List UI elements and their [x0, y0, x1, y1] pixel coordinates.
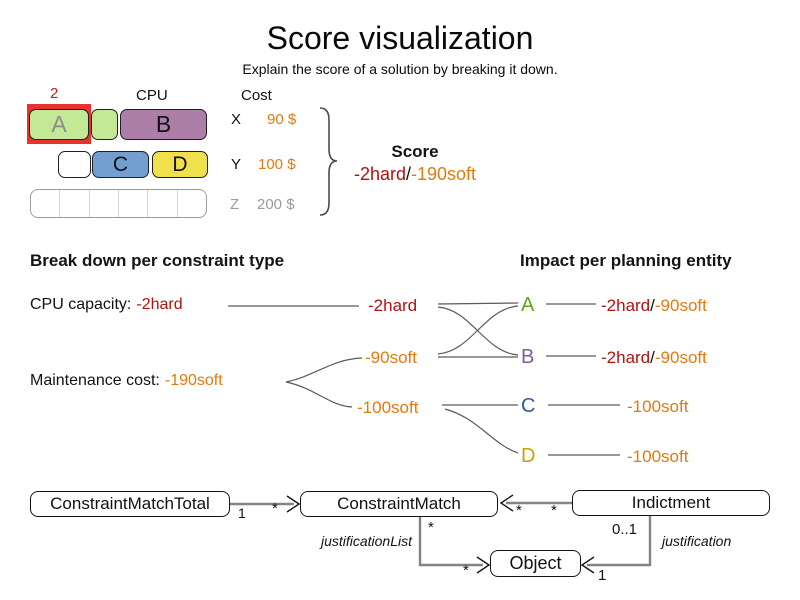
entity-b-score-hard: -2hard — [601, 348, 651, 367]
line-100soft-to-entity-d — [444, 408, 519, 454]
entity-b-letter: B — [521, 346, 535, 368]
arrowhead-into-object-right — [580, 556, 595, 574]
class-object: Object — [490, 550, 581, 577]
entity-a-score-soft: -90soft — [654, 296, 707, 315]
page-title: Score visualization — [266, 20, 534, 56]
empty-slot — [60, 190, 90, 217]
total-score-value: -2hard/-190soft — [328, 164, 502, 185]
constraint-maintenance-cost: Maintenance cost: -190soft — [30, 372, 223, 390]
line-2hard-to-entity-a — [437, 302, 519, 305]
machine-y-label: Y — [231, 156, 242, 173]
constraint-maintenance-cost-label: Maintenance cost: — [30, 372, 160, 389]
process-block-c-label: C — [112, 153, 129, 176]
mult-match-right-end: * — [516, 502, 522, 519]
process-block-a-overflow — [91, 109, 118, 140]
empty-machine-z — [30, 189, 207, 218]
arrowhead-into-object-left — [476, 556, 491, 574]
constraint-cpu-capacity: CPU capacity: -2hard — [30, 296, 183, 314]
mult-justification-list: * — [428, 519, 434, 536]
entity-c-score: -100soft — [627, 397, 689, 416]
empty-slot — [148, 190, 178, 217]
cpu-column-header: CPU — [136, 87, 168, 104]
mult-match-end: * — [272, 500, 278, 517]
process-block-a: A — [29, 109, 89, 140]
empty-slot-y — [58, 151, 91, 178]
mult-indictment-end: * — [551, 502, 557, 519]
class-indictment: Indictment — [572, 490, 770, 516]
line-2hard-to-entity-b — [437, 306, 519, 356]
mult-indictment-bottom: 0..1 — [612, 521, 638, 538]
machine-x-label: X — [231, 111, 242, 128]
arrowhead-into-constraintmatch-left — [286, 495, 301, 513]
entity-a-score-sep: / — [650, 296, 655, 315]
entity-a-score-hard: -2hard — [601, 296, 651, 315]
process-block-d: D — [152, 151, 208, 178]
entity-a-score: -2hard/-90soft — [601, 296, 707, 316]
empty-slot — [31, 190, 61, 217]
mult-object-right: 1 — [598, 567, 607, 584]
breakdown-heading: Break down per constraint type — [30, 251, 285, 270]
machine-z-label: Z — [230, 196, 240, 213]
process-block-c: C — [92, 151, 149, 178]
entity-c-letter: C — [521, 395, 536, 417]
constraint-match-2hard: -2hard — [368, 296, 418, 315]
cost-column-header: Cost — [241, 87, 272, 104]
mult-total-end: 1 — [238, 505, 246, 521]
empty-slot — [90, 190, 119, 217]
role-justification: justification — [662, 533, 732, 549]
entity-b-score-soft: -90soft — [654, 348, 707, 367]
score-brace — [319, 107, 338, 216]
page-subtitle: Explain the score of a solution by break… — [242, 61, 558, 77]
entity-b-score: -2hard/-90soft — [601, 348, 707, 368]
machine-y-cost: 100 $ — [258, 156, 296, 173]
machine-x-cost: 90 $ — [267, 111, 297, 128]
empty-slot — [178, 190, 206, 217]
arrowhead-into-constraintmatch-right — [499, 494, 514, 512]
constraint-maintenance-cost-score: -190soft — [164, 372, 223, 389]
machine-z-cost: 200 $ — [257, 196, 295, 213]
process-block-b-label: B — [155, 111, 172, 137]
total-score-hard: -2hard — [353, 164, 406, 184]
line-maintenance-to-90soft — [285, 357, 363, 383]
entity-a-letter: A — [521, 294, 535, 316]
constraint-cpu-capacity-score: -2hard — [136, 296, 183, 313]
mult-object-left: * — [463, 562, 469, 579]
constraint-match-90soft: -90soft — [365, 348, 417, 367]
score-label: Score — [391, 142, 439, 161]
over-capacity-count: 2 — [50, 85, 59, 102]
process-block-a-label: A — [51, 111, 67, 137]
process-block-b: B — [120, 109, 207, 140]
process-block-d-label: D — [172, 153, 188, 176]
class-constraint-match: ConstraintMatch — [300, 491, 498, 517]
entity-d-score: -100soft — [627, 447, 689, 466]
constraint-cpu-capacity-label: CPU capacity: — [30, 296, 132, 313]
impact-heading: Impact per planning entity — [520, 251, 732, 270]
role-justification-list: justificationList — [320, 533, 412, 549]
total-score-soft: -190soft — [411, 164, 477, 184]
total-score-separator: / — [405, 164, 411, 184]
class-constraint-match-total: ConstraintMatchTotal — [30, 491, 230, 517]
entity-d-letter: D — [521, 445, 536, 467]
entity-b-score-sep: / — [650, 348, 655, 367]
constraint-match-100soft: -100soft — [357, 398, 419, 417]
line-maintenance-to-100soft — [285, 381, 353, 408]
line-90soft-to-entity-a — [437, 305, 519, 355]
empty-slot — [119, 190, 149, 217]
